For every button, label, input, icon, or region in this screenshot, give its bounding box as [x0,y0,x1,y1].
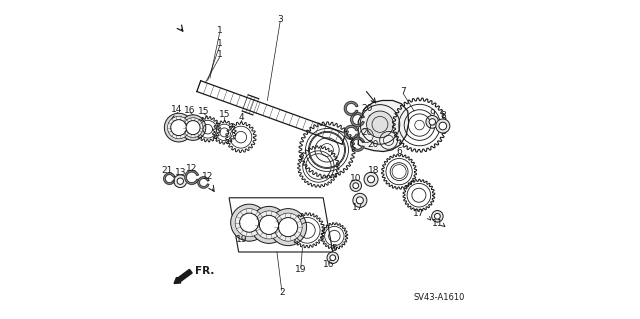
Circle shape [274,213,302,241]
Circle shape [255,211,283,239]
Circle shape [230,204,268,241]
Text: 1: 1 [216,50,222,59]
Text: 19: 19 [295,265,307,274]
Text: 9: 9 [429,109,435,118]
Circle shape [353,183,358,189]
Text: FR.: FR. [195,266,215,276]
Circle shape [186,121,200,135]
Circle shape [239,213,259,232]
Text: 20: 20 [367,140,379,149]
Text: 14: 14 [172,105,183,114]
Text: 13: 13 [175,168,186,177]
Circle shape [174,175,187,188]
Polygon shape [185,170,198,184]
Text: SV43-A1610: SV43-A1610 [414,293,465,302]
Circle shape [168,116,190,139]
Circle shape [426,115,438,128]
Circle shape [356,197,364,204]
Circle shape [259,215,278,234]
Text: 16: 16 [184,106,196,115]
Text: 17: 17 [352,204,364,212]
Text: 1: 1 [216,26,222,35]
Text: 21: 21 [161,166,173,175]
Text: 12: 12 [186,164,198,173]
Text: 8: 8 [440,111,445,120]
Circle shape [183,118,203,137]
Circle shape [327,252,339,263]
Text: 19: 19 [236,235,248,244]
Text: 20: 20 [361,104,372,113]
Circle shape [439,122,447,130]
Polygon shape [351,113,364,127]
Text: 10: 10 [350,174,362,183]
Text: 12: 12 [202,172,213,181]
Circle shape [269,209,307,246]
Polygon shape [358,100,409,152]
Circle shape [164,113,193,142]
Text: 1: 1 [216,39,222,48]
Circle shape [250,206,287,243]
Text: 3: 3 [277,15,283,24]
Circle shape [367,176,374,183]
Text: 15: 15 [218,110,230,119]
Circle shape [235,209,263,237]
Circle shape [367,111,394,138]
Polygon shape [164,173,175,184]
Circle shape [431,211,443,222]
Polygon shape [198,177,209,188]
Polygon shape [344,101,358,115]
Text: 20: 20 [367,115,379,124]
Text: 6: 6 [396,147,402,156]
Text: 5: 5 [332,244,337,253]
Circle shape [436,119,450,133]
Circle shape [364,172,378,186]
Circle shape [435,213,440,219]
Circle shape [350,180,362,191]
Circle shape [429,119,435,125]
Text: 17: 17 [413,209,424,218]
Polygon shape [351,137,364,151]
Circle shape [180,115,206,140]
Text: 4: 4 [238,113,244,122]
Text: 18: 18 [368,166,380,175]
Text: 7: 7 [401,87,406,96]
FancyArrow shape [174,269,192,284]
Circle shape [171,120,187,136]
Text: 16: 16 [323,260,335,269]
Polygon shape [344,125,358,139]
Circle shape [330,255,335,261]
Text: 15: 15 [198,107,209,115]
Circle shape [353,193,367,207]
Text: 11: 11 [431,219,443,228]
Text: 2: 2 [279,288,285,297]
Text: 20: 20 [361,128,372,137]
Circle shape [278,218,298,237]
Circle shape [177,178,184,184]
